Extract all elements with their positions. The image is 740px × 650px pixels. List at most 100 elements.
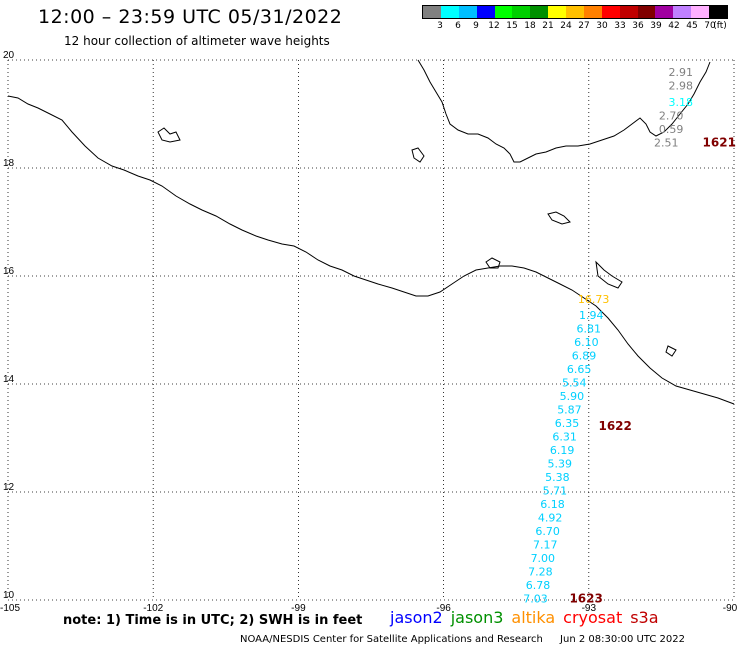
wave-height-value: 16.73 — [578, 293, 610, 306]
pass-time-labels: 1621 1622 1623 — [569, 135, 736, 605]
pass-time-label: 1623 — [569, 592, 602, 606]
wave-height-value: 6.35 — [555, 417, 580, 430]
colorbar-cell — [494, 6, 513, 18]
colorbar-label: 3 — [437, 21, 443, 31]
satellite-legend-item: jason2 — [390, 608, 443, 627]
lat-tick-label: 20 — [3, 50, 15, 61]
colorbar-cell — [601, 6, 620, 18]
map-title: 12:00 – 23:59 UTC 05/31/2022 — [38, 6, 343, 28]
map-grid — [7, 59, 735, 601]
satellite-legend-item: jason3 — [450, 608, 504, 627]
satellite-legend-item: altika — [511, 608, 556, 627]
colorbar-label: 33 — [614, 21, 626, 31]
wave-height-value: 5.87 — [557, 404, 582, 417]
wave-height-value: 2.51 — [654, 136, 679, 149]
wave-height-value: 5.39 — [548, 458, 573, 471]
wave-height-value: 5.71 — [543, 485, 568, 498]
colorbar-label: 42 — [668, 21, 680, 31]
pass-time-label: 1622 — [598, 419, 631, 433]
lat-tick-label: 16 — [3, 266, 15, 277]
colorbar-label: 39 — [650, 21, 662, 31]
wave-height-value: 2.91 — [669, 66, 694, 79]
wave-height-value: 6.81 — [577, 323, 602, 336]
wave-height-value: 7.03 — [523, 593, 548, 606]
wave-height-value: 6.18 — [540, 498, 565, 511]
colorbar-label: 12 — [488, 21, 500, 31]
pacific-coastline — [7, 95, 735, 405]
wave-height-value: 7.00 — [531, 552, 556, 565]
island-2 — [547, 211, 571, 225]
axis-tick-labels: -105 -102 -99 -96 -93 -90 20 18 16 14 12 10 — [0, 50, 738, 614]
coastline — [7, 59, 735, 405]
colorbar-labels: 3 6 9 12 15 18 21 24 27 30 33 36 39 42 45 70 (ft) — [422, 21, 728, 33]
wave-height-value: 6.19 — [550, 444, 575, 457]
colorbar-cell — [423, 6, 441, 18]
satellite-legend-item: s3a — [630, 608, 659, 627]
colorbar-label: 21 — [542, 21, 554, 31]
colorbar-cell — [512, 6, 531, 18]
wave-height-value: 1.94 — [579, 309, 604, 322]
lon-tick-label: -93 — [582, 603, 597, 614]
island-6 — [665, 345, 677, 357]
footnote: note: 1) Time is in UTC; 2) SWH is in fe… — [63, 613, 363, 628]
colorbar-cell — [709, 6, 727, 18]
island-1 — [411, 147, 425, 163]
colorbar-cell — [476, 6, 495, 18]
lon-tick-label: -105 — [0, 603, 20, 614]
colorbar-unit: (ft) — [713, 21, 727, 31]
colorbar-label: 45 — [686, 21, 698, 31]
wave-height-value: 2.98 — [669, 80, 694, 93]
colorbar-cell — [691, 6, 709, 18]
credit-text: NOAA/NESDIS Center for Satellite Applica… — [240, 634, 543, 645]
wave-height-value: 6.10 — [574, 336, 599, 349]
colorbar-label: 36 — [632, 21, 644, 31]
colorbar-label: 18 — [524, 21, 536, 31]
wave-height-value: 5.90 — [560, 390, 585, 403]
colorbar-label: 70 — [704, 21, 716, 31]
colorbar-label: 24 — [560, 21, 572, 31]
credits: NOAA/NESDIS Center for Satellite Applica… — [240, 634, 699, 645]
lon-tick-label: -90 — [723, 603, 738, 614]
colorbar-cell — [548, 6, 566, 18]
colorbar-cell — [458, 6, 477, 18]
lat-tick-label: 14 — [3, 374, 15, 385]
wave-height-value: 0.59 — [659, 123, 684, 136]
island-5 — [157, 127, 181, 143]
colorbar-cell — [530, 6, 549, 18]
lon-tick-label: -96 — [436, 603, 451, 614]
map-subtitle: 12 hour collection of altimeter wave hei… — [64, 34, 330, 48]
wave-height-value: 7.17 — [533, 539, 558, 552]
lat-tick-label: 10 — [3, 590, 15, 601]
colorbar-cell — [583, 6, 602, 18]
lon-tick-label: -102 — [143, 603, 163, 614]
wave-height-value: 3.18 — [669, 96, 694, 109]
colorbar-label: 27 — [578, 21, 590, 31]
wave-height-value: 5.38 — [545, 471, 570, 484]
colorbar-cell — [566, 6, 584, 18]
pass-time-label: 1621 — [703, 135, 736, 149]
colorbar-label: 9 — [473, 21, 479, 31]
wave-height-value: 7.28 — [528, 566, 553, 579]
wave-height-value: 6.65 — [567, 363, 592, 376]
colorbar-cell — [619, 6, 638, 18]
wave-height-value: 6.31 — [552, 431, 577, 444]
colorbar-cell — [637, 6, 656, 18]
island-3 — [595, 260, 623, 289]
colorbar-cell — [673, 6, 692, 18]
lat-tick-label: 18 — [3, 158, 15, 169]
lon-tick-label: -99 — [291, 603, 306, 614]
wave-height-value: 2.70 — [659, 109, 684, 122]
colorbar-label: 6 — [455, 21, 461, 31]
wave-height-value: 6.70 — [535, 525, 560, 538]
gulf-coastline — [417, 59, 711, 163]
timestamp: Jun 2 08:30:00 UTC 2022 — [560, 634, 685, 645]
satellite-legend: jason2 jason3 altika cryosat s3a — [390, 608, 667, 627]
wave-height-value: 4.92 — [538, 512, 563, 525]
wave-height-value: 6.89 — [572, 350, 597, 363]
satellite-legend-item: cryosat — [563, 608, 623, 627]
colorbar-cell — [440, 6, 459, 18]
lat-tick-label: 12 — [3, 482, 15, 493]
island-4 — [485, 257, 501, 269]
colorbar-label: 30 — [596, 21, 608, 31]
